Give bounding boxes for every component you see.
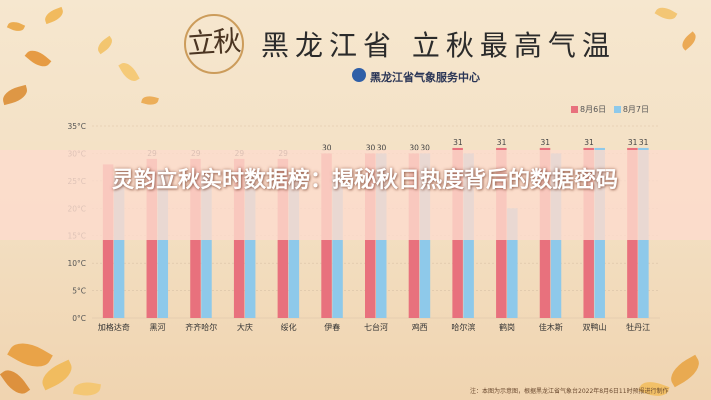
x-tick-label: 双鸭山 [582, 322, 606, 332]
bar-aug7 [157, 169, 169, 318]
x-tick-label: 鹤岗 [499, 322, 515, 332]
x-tick-label: 哈尔滨 [451, 322, 475, 332]
bar-aug7 [113, 175, 125, 318]
y-tick-label: 35°C [67, 122, 86, 131]
y-tick-label: 10°C [67, 259, 86, 268]
legend-swatch-aug6 [571, 106, 578, 113]
x-tick-label: 佳木斯 [539, 322, 563, 332]
x-tick-label: 黑河 [150, 322, 166, 332]
data-label: 31 [497, 138, 507, 147]
x-tick-label: 伊春 [324, 322, 340, 332]
weather-service-logo-icon [352, 68, 366, 82]
chart-title: 黑龙江省 立秋最高气温 [261, 29, 616, 62]
header: 立秋 黑龙江省 立秋最高气温 [178, 10, 698, 74]
legend-label-aug6: 8月6日 [580, 105, 607, 114]
y-tick-label: 0°C [72, 314, 86, 323]
x-tick-label: 鸡西 [412, 322, 428, 332]
footnote: 注：本图为示意图，根据黑龙江省气象台2022年8月6日11时预报进行制作 [470, 388, 669, 395]
organization-name: 黑龙江省气象服务中心 [370, 71, 480, 84]
data-label: 31 [628, 138, 638, 147]
seal-ring [184, 14, 244, 74]
bar-aug7 [288, 175, 300, 318]
legend-swatch-aug7 [613, 106, 621, 113]
y-tick-label: 5°C [72, 287, 86, 296]
data-label: 30 [409, 143, 419, 152]
x-tick-label: 牡丹江 [626, 322, 650, 332]
data-label: 31 [540, 138, 550, 147]
bar-aug7 [244, 175, 256, 318]
legend-label-aug7: 8月7日 [622, 105, 650, 114]
bar-aug6 [102, 164, 114, 318]
x-tick-label: 大庆 [237, 322, 253, 332]
data-label: 30 [322, 143, 332, 152]
x-tick-label: 齐齐哈尔 [185, 322, 217, 332]
data-label: 30 [366, 143, 376, 152]
data-label: 31 [453, 138, 463, 147]
chart-legend: 8月6日 8月7日 [571, 104, 649, 115]
x-tick-label: 加格达奇 [98, 322, 130, 332]
x-tick-label: 七台河 [364, 322, 388, 332]
headline-text: 灵韵立秋实时数据榜：揭秘秋日热度背后的数据密码 [111, 168, 618, 193]
bar-aug7 [507, 208, 518, 318]
x-tick-label: 绥化 [281, 322, 297, 332]
data-label: 31 [639, 138, 649, 147]
data-label: 30 [420, 143, 430, 152]
liqiu-seal: 立秋 [178, 10, 248, 74]
headline-banner [0, 150, 711, 240]
data-label: 31 [584, 138, 594, 147]
bar-aug7 [201, 175, 212, 318]
bar-aug7 [332, 175, 343, 318]
data-label: 30 [377, 143, 387, 152]
